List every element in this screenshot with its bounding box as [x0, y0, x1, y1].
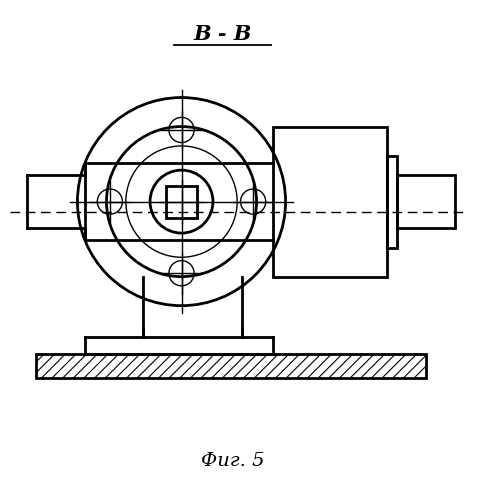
Text: В - В: В - В [194, 24, 252, 44]
Bar [273, 126, 387, 276]
Bar [387, 156, 397, 248]
Bar [166, 186, 197, 218]
Text: Фиг. 5: Фиг. 5 [200, 452, 264, 469]
Bar [397, 175, 455, 228]
Bar [36, 354, 426, 378]
